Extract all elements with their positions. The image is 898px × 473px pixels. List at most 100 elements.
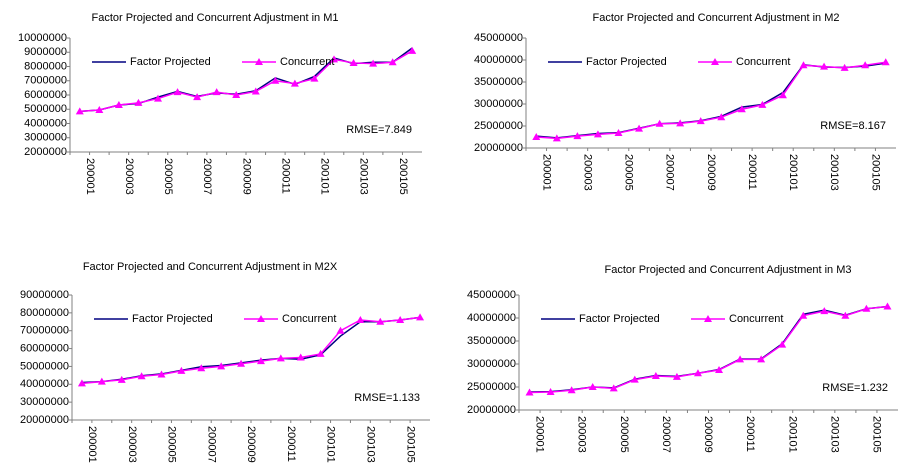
y-tick-label: 20000000 — [20, 414, 69, 426]
x-tick-label: 200009 — [245, 426, 257, 463]
x-tick-label: 200009 — [705, 154, 717, 191]
legend-marker — [257, 315, 265, 322]
chart-title: Factor Projected and Concurrent Adjustme… — [91, 12, 338, 24]
annotation: RMSE=1.232 — [822, 382, 888, 394]
marker — [778, 340, 787, 348]
marker — [799, 311, 808, 319]
y-tick-label: 20000000 — [474, 142, 523, 154]
x-tick-label: 200101 — [319, 158, 331, 195]
marker — [651, 371, 660, 379]
marker — [672, 372, 681, 380]
y-tick-label: 50000000 — [20, 360, 69, 372]
marker — [316, 349, 325, 357]
marker — [693, 369, 702, 377]
x-tick-label: 200011 — [746, 154, 758, 190]
chart-title: Factor Projected and Concurrent Adjustme… — [83, 261, 338, 273]
marker — [715, 365, 724, 373]
marker — [95, 105, 104, 113]
marker — [114, 100, 123, 108]
y-tick-label: 20000000 — [467, 404, 516, 416]
marker — [97, 377, 106, 385]
legend-label: Concurrent — [736, 56, 790, 68]
x-tick-label: 200005 — [618, 416, 630, 453]
x-tick-label: 200003 — [581, 154, 593, 191]
marker — [525, 388, 534, 396]
marker — [532, 133, 541, 140]
y-tick-label: 25000000 — [474, 120, 523, 132]
marker — [609, 384, 618, 392]
x-tick-label: 200105 — [404, 426, 416, 463]
marker — [212, 88, 221, 96]
marker — [614, 129, 623, 137]
marker — [630, 375, 639, 383]
legend-marker — [704, 315, 712, 322]
series-line — [79, 50, 413, 113]
y-tick-label: 60000000 — [20, 342, 69, 354]
marker — [376, 317, 385, 325]
x-tick-label: 200011 — [285, 426, 297, 462]
y-tick-label: 5000000 — [24, 103, 67, 115]
y-tick-label: 45000000 — [467, 289, 516, 301]
marker — [349, 58, 358, 66]
marker — [862, 304, 871, 312]
y-tick-label: 30000000 — [20, 396, 69, 408]
x-tick-label: 200003 — [576, 416, 588, 453]
marker — [217, 362, 226, 370]
marker — [408, 46, 417, 54]
x-tick-label: 200005 — [623, 154, 635, 191]
x-tick-label: 200001 — [84, 158, 96, 195]
y-tick-label: 10000000 — [18, 32, 67, 44]
marker — [134, 98, 143, 106]
marker — [232, 91, 241, 98]
x-tick-label: 200105 — [397, 158, 409, 195]
marker — [177, 366, 186, 374]
marker — [655, 119, 664, 127]
marker — [157, 370, 166, 378]
marker — [396, 316, 405, 323]
y-tick-label: 7000000 — [24, 75, 67, 87]
marker — [173, 88, 182, 96]
series-line — [81, 316, 421, 385]
y-tick-label: 3000000 — [24, 132, 67, 144]
x-tick-label: 200011 — [279, 158, 291, 194]
legend-marker — [255, 58, 263, 65]
marker — [77, 379, 86, 387]
x-tick-label: 200007 — [660, 416, 672, 453]
x-tick-label: 200005 — [166, 426, 178, 463]
marker — [256, 357, 265, 365]
marker — [276, 354, 285, 362]
annotation: RMSE=1.133 — [354, 392, 420, 404]
chart-title: Factor Projected and Concurrent Adjustme… — [592, 12, 839, 24]
marker — [356, 316, 365, 323]
x-tick-label: 200001 — [86, 426, 98, 463]
marker — [137, 372, 146, 380]
marker — [696, 117, 705, 125]
marker — [336, 326, 345, 334]
marker — [154, 94, 162, 102]
marker — [737, 105, 746, 113]
marker — [237, 359, 246, 367]
legend-label: Factor Projected — [579, 313, 660, 325]
marker — [193, 93, 202, 101]
y-tick-label: 25000000 — [467, 381, 516, 393]
x-tick-label: 200011 — [744, 416, 756, 452]
marker — [546, 388, 555, 396]
y-tick-label: 45000000 — [474, 32, 523, 44]
marker — [588, 383, 597, 390]
x-tick-label: 200105 — [871, 416, 883, 453]
legend-label: Factor Projected — [130, 56, 211, 68]
y-tick-label: 4000000 — [24, 117, 67, 129]
marker — [676, 119, 685, 127]
marker — [251, 87, 260, 95]
legend-label: Factor Projected — [586, 56, 667, 68]
y-tick-label: 35000000 — [467, 335, 516, 347]
x-tick-label: 200009 — [702, 416, 714, 453]
x-tick-label: 200007 — [201, 158, 213, 195]
marker — [573, 132, 582, 140]
annotation: RMSE=8.167 — [820, 120, 886, 132]
x-tick-label: 200101 — [787, 154, 799, 191]
marker — [758, 100, 767, 108]
x-tick-label: 200103 — [828, 416, 840, 453]
marker — [75, 107, 84, 115]
